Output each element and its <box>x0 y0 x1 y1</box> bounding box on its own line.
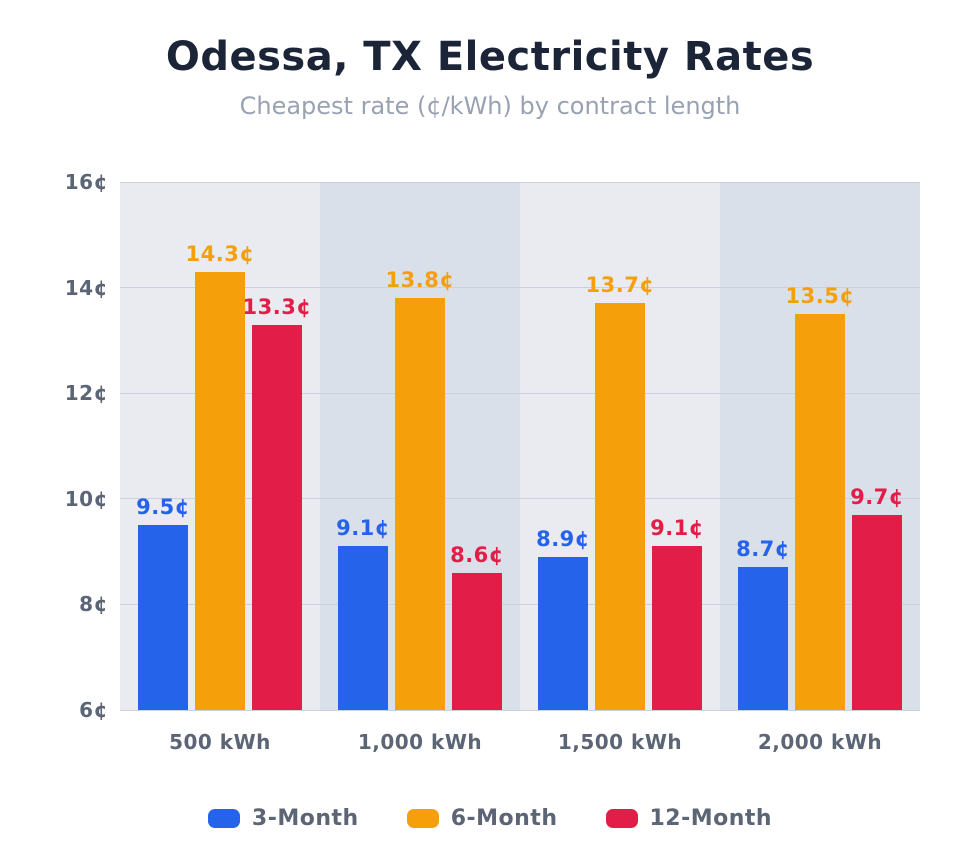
bar-value-label: 13.5¢ <box>785 284 855 308</box>
bar <box>395 298 445 710</box>
y-tick-label: 16¢ <box>64 170 108 194</box>
bar-value-label: 9.1¢ <box>336 516 390 541</box>
y-tick-label: 8¢ <box>79 592 108 617</box>
bar <box>538 556 588 710</box>
legend-swatch <box>207 809 240 828</box>
bar-value-label: 9.5¢ <box>136 495 190 520</box>
legend-label: 12-Month <box>649 806 773 831</box>
bar <box>852 514 902 710</box>
bar <box>338 546 388 710</box>
legend-swatch <box>605 809 638 828</box>
bar <box>595 303 645 710</box>
gridline <box>120 709 920 711</box>
bar-value-label: 9.7¢ <box>850 484 904 509</box>
gridline <box>120 181 920 183</box>
chart-title: Odessa, TX Electricity Rates <box>165 34 815 80</box>
bar <box>738 567 788 710</box>
x-category-label: 1,000 kWh <box>357 730 483 754</box>
bar <box>795 314 845 710</box>
bar-value-label: 14.3¢ <box>185 241 255 266</box>
bar-value-label: 8.7¢ <box>736 537 790 562</box>
gridline <box>120 603 920 605</box>
gridline <box>120 287 920 289</box>
legend-swatch <box>406 809 439 828</box>
y-tick-label: 12¢ <box>64 381 108 406</box>
bar <box>652 546 702 710</box>
legend-item: 12-Month <box>605 806 773 831</box>
legend-item: 3-Month <box>207 806 359 831</box>
x-category-label: 500 kWh <box>169 730 271 754</box>
gridline <box>120 392 920 394</box>
bar <box>138 525 188 710</box>
y-tick-label: 14¢ <box>64 275 108 300</box>
x-category-label: 1,500 kWh <box>557 730 683 754</box>
plot-area: 9.5¢ 9.1¢ 8.9¢ 8.7¢ 14.3¢ 13.8¢ 13.7¢ 13.5¢ 13.3… <box>120 181 920 711</box>
legend-label: 3-Month <box>251 806 359 831</box>
bar-value-label: 13.8¢ <box>385 268 455 293</box>
bar-value-label: 9.1¢ <box>650 516 704 541</box>
x-category-label: 2,000 kWh <box>757 730 883 754</box>
bar <box>452 572 502 710</box>
bar <box>252 324 302 710</box>
gridline <box>120 498 920 500</box>
y-tick-label: 6¢ <box>79 698 108 722</box>
bar <box>195 271 245 710</box>
legend-item: 6-Month <box>406 806 558 831</box>
bar-value-label: 8.9¢ <box>536 526 590 551</box>
legend: 3-Month 6-Month 12-Month <box>0 806 980 831</box>
bar-value-label: 13.3¢ <box>242 294 312 319</box>
legend-label: 6-Month <box>450 806 558 831</box>
bar-value-label: 8.6¢ <box>450 542 504 567</box>
bar-value-label: 13.7¢ <box>585 273 655 298</box>
chart-subtitle: Cheapest rate (¢/kWh) by contract length <box>239 92 741 120</box>
y-tick-label: 10¢ <box>64 486 108 511</box>
